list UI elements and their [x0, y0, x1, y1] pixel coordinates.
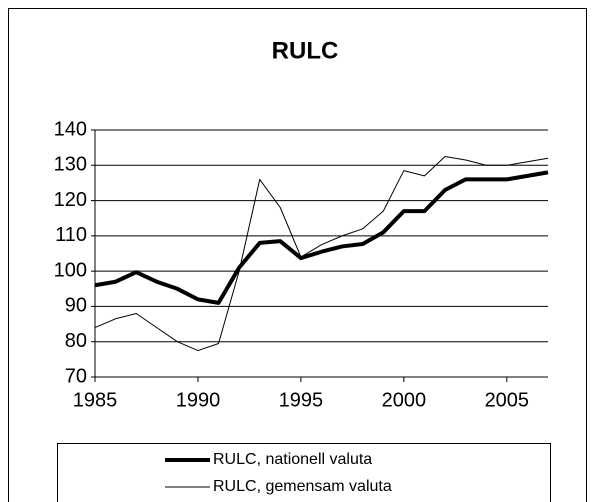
x-tick-label: 1985 — [73, 389, 118, 411]
y-tick-label: 110 — [55, 224, 87, 246]
series-line — [94, 170, 549, 305]
y-tick-label: 80 — [65, 330, 87, 352]
chart-title: RULC — [272, 37, 339, 64]
y-tick-label: 90 — [65, 295, 87, 317]
legend-box — [57, 443, 551, 502]
chart-border — [8, 8, 587, 502]
legend-label: RULC, nationell valuta — [213, 451, 372, 468]
y-tick-label: 130 — [54, 154, 87, 176]
y-tick-label: 100 — [54, 259, 87, 281]
x-tick-label: 1995 — [279, 389, 324, 411]
x-tick-label: 2000 — [382, 389, 427, 411]
y-tick-label: 140 — [54, 118, 87, 140]
x-tick-label: 1990 — [176, 389, 221, 411]
series-line — [94, 155, 549, 352]
y-tick-label: 70 — [65, 365, 87, 387]
y-tick-label: 120 — [54, 189, 87, 211]
x-tick-label: 2005 — [485, 389, 530, 411]
legend-label: RULC, gemensam valuta — [213, 478, 392, 495]
